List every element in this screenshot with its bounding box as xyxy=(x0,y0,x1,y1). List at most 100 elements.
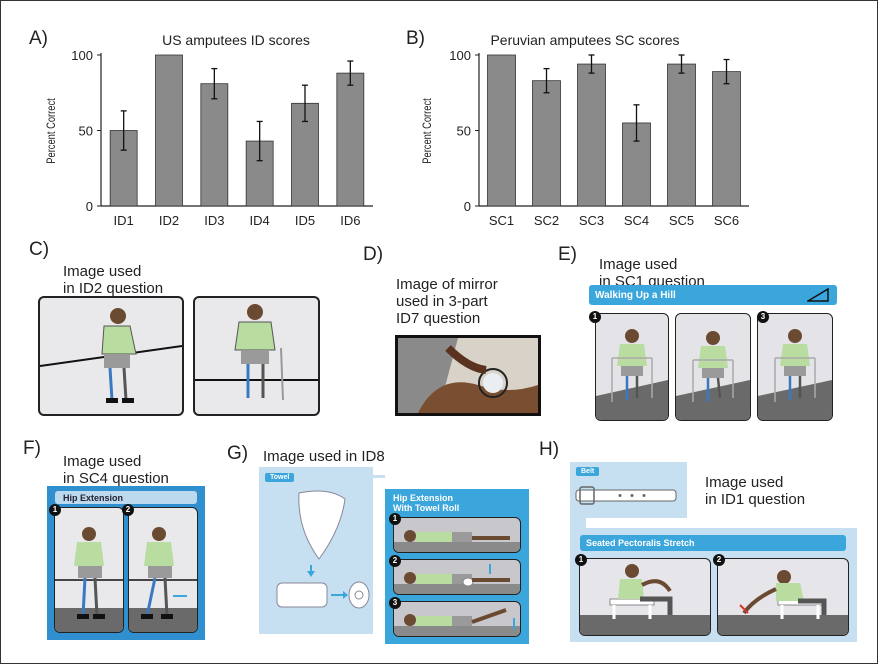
panel-label-f: F) xyxy=(23,438,41,459)
towel-tag: Towel xyxy=(265,473,295,482)
caption-d-line-2: used in 3-part xyxy=(396,293,488,310)
error-bar xyxy=(633,104,640,142)
error-bar xyxy=(678,54,685,74)
towel-panel: Towel xyxy=(259,467,373,634)
walker-frame-2 xyxy=(675,313,751,421)
chart-b: Peruvian amputees SC scores Percent Corr… xyxy=(421,32,749,228)
bar xyxy=(577,63,606,207)
amputee-at-rail-figure xyxy=(40,308,182,403)
bar xyxy=(532,80,561,207)
x-tick-label: ID2 xyxy=(159,213,179,228)
x-tick-label: ID5 xyxy=(295,213,315,228)
x-tick-label: ID6 xyxy=(340,213,360,228)
chart-b-title: Peruvian amputees SC scores xyxy=(490,32,679,48)
y-tick-label: 0 xyxy=(464,199,471,214)
lying-figure-2 xyxy=(394,564,520,594)
bar xyxy=(487,54,516,207)
x-tick-label: SC6 xyxy=(714,213,739,228)
belt-connector xyxy=(570,518,586,528)
walker-figure-3 xyxy=(758,329,832,420)
panel-label-h: H) xyxy=(539,439,560,460)
caption-c-line-2: in ID2 question xyxy=(63,280,164,297)
illustration-f: Hip Extension xyxy=(47,486,205,640)
x-tick-label: ID4 xyxy=(250,213,270,228)
y-tick-label: 0 xyxy=(86,199,93,214)
caption-g: Image used in ID8 xyxy=(263,448,385,465)
hip-extension-frame-2 xyxy=(128,507,198,633)
panel-label-c: C) xyxy=(29,239,50,260)
y-tick-label: 50 xyxy=(457,124,471,139)
walking-up-hill-label: Walking Up a Hill xyxy=(595,289,676,301)
belt-icon xyxy=(575,486,677,505)
x-tick-label: SC3 xyxy=(579,213,604,228)
walker-frame-3 xyxy=(757,313,833,421)
hip-extension-label: Hip Extension xyxy=(63,492,124,503)
panel-label-e: E) xyxy=(558,244,577,265)
error-bar xyxy=(543,67,550,94)
bar xyxy=(336,72,365,207)
h-step-number-1: 1 xyxy=(575,554,587,566)
x-tick-label: SC5 xyxy=(669,213,694,228)
f-step-number-2: 2 xyxy=(122,504,134,516)
panel-label-b: B) xyxy=(406,28,425,49)
towel-step-frame-2 xyxy=(393,559,521,595)
y-tick-label: 100 xyxy=(71,48,93,63)
caption-h-line-1: Image used xyxy=(705,474,784,491)
y-tick-label: 50 xyxy=(79,124,93,139)
seated-stretch-figure-2 xyxy=(718,570,848,635)
g-step-number-1: 1 xyxy=(389,513,401,525)
amputee-with-cane-figure xyxy=(195,304,318,401)
caption-c: Image used in ID2 question xyxy=(63,263,163,297)
seated-pectoralis-label: Seated Pectoralis Stretch xyxy=(586,538,695,548)
caption-e-line-1: Image used xyxy=(599,256,678,273)
lying-figure-1 xyxy=(394,530,520,552)
bar xyxy=(712,71,741,207)
x-tick-label: SC2 xyxy=(534,213,559,228)
bar xyxy=(200,83,229,207)
x-tick-label: ID1 xyxy=(114,213,134,228)
illustration-e: 1 3 xyxy=(587,311,837,423)
chart-a-title: US amputees ID scores xyxy=(162,32,310,48)
seated-pectoralis-banner: Seated Pectoralis Stretch xyxy=(580,535,846,551)
panel-label-a: A) xyxy=(29,28,48,49)
hip-extension-figure-2 xyxy=(129,527,197,632)
hip-extension-frame-1 xyxy=(54,507,124,633)
y-tick-label: 100 xyxy=(449,48,471,63)
caption-d-line-1: Image of mirror xyxy=(396,276,498,293)
error-bar xyxy=(120,110,127,151)
illustration-c-right xyxy=(193,296,320,416)
walker-figure-1 xyxy=(596,329,668,420)
g-step-number-3: 3 xyxy=(389,597,401,609)
caption-f-line-1: Image used xyxy=(63,453,142,470)
walker-figure-2 xyxy=(676,331,750,420)
hip-extension-figure-1 xyxy=(55,527,123,632)
chart-b-ylabel: Percent Correct xyxy=(421,98,434,163)
x-tick-label: SC4 xyxy=(624,213,649,228)
x-tick-label: ID3 xyxy=(204,213,224,228)
hill-slope-icon xyxy=(807,288,829,302)
caption-h: Image used in ID1 question xyxy=(705,474,805,508)
step-number-1: 1 xyxy=(589,311,601,323)
walking-up-hill-banner: Walking Up a Hill xyxy=(589,285,837,305)
hip-extension-towel-label-1: Hip Extension xyxy=(393,493,454,503)
chart-a: US amputees ID scores Percent Correct 0 5… xyxy=(45,32,373,228)
towel-step-frame-1 xyxy=(393,517,521,553)
error-bar xyxy=(302,84,308,123)
chart-a-ylabel: Percent Correct xyxy=(45,98,58,163)
caption-f-line-2: in SC4 question xyxy=(63,470,169,487)
error-bar xyxy=(211,67,218,100)
panel-label-d: D) xyxy=(363,244,384,265)
error-bar xyxy=(347,60,354,86)
g-step-number-2: 2 xyxy=(389,555,401,567)
h-step-number-2: 2 xyxy=(713,554,725,566)
belt-tag: Belt xyxy=(576,467,600,476)
lying-figure-3 xyxy=(394,608,520,636)
walker-frame-1 xyxy=(595,313,669,421)
pectoralis-frame-1 xyxy=(579,558,711,636)
towel-step-frame-3 xyxy=(393,601,521,637)
error-bar xyxy=(723,58,730,85)
bar xyxy=(155,54,183,207)
caption-c-line-1: Image used xyxy=(63,263,142,280)
seated-stretch-figure-1 xyxy=(580,564,710,635)
